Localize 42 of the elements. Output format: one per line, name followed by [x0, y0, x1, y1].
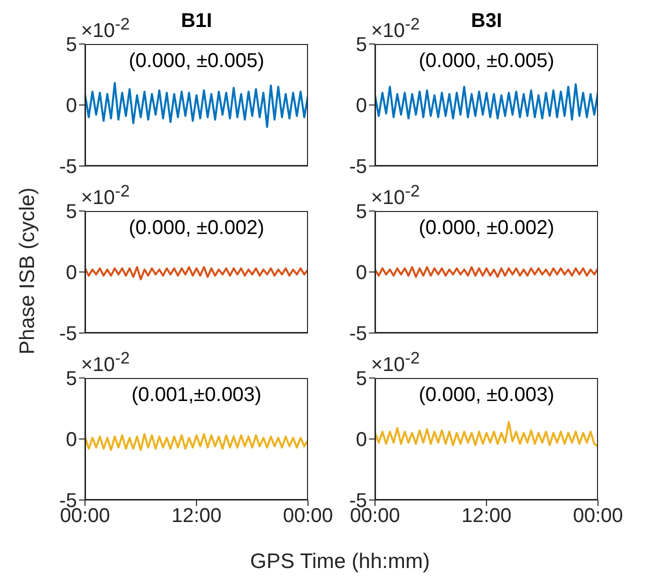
chart-title: B3I	[470, 10, 502, 32]
line-series	[375, 83, 598, 121]
y-axis-title: Phase ISB (cycle)	[16, 186, 40, 356]
line-series	[85, 82, 308, 128]
x-axis-title: GPS Time (hh:mm)	[249, 550, 431, 574]
line-series	[85, 266, 308, 280]
x-tick-label: 00:00	[572, 505, 624, 528]
y-tick-label: 0	[66, 262, 77, 284]
y-tick-label: -5	[349, 323, 367, 346]
text: ×10$^{-2}$	[371, 14, 420, 42]
text: ×10$^{-2}$	[371, 181, 420, 209]
x-tick-label: 12:00	[171, 505, 222, 528]
annotation: (0.000, ±0.002)	[418, 217, 554, 239]
y-tick-label: 5	[356, 368, 367, 390]
y-tick-label: 0	[66, 95, 77, 118]
y-tick-label: 0	[356, 262, 367, 284]
y-tick-label: -5	[59, 323, 77, 346]
text: ×10$^{-2}$	[81, 14, 130, 42]
x-tick-label: 12:00	[461, 505, 512, 528]
y-tick-label: 5	[66, 34, 77, 56]
y-tick-label: 5	[66, 368, 77, 390]
y-tick-label: 0	[66, 429, 77, 452]
y-tick-label: 5	[66, 201, 77, 224]
y-tick-label: 5	[356, 34, 367, 56]
annotation: (0.000, ±0.005)	[128, 50, 264, 72]
text: ×10$^{-2}$	[81, 348, 130, 376]
y-tick-label: 0	[356, 95, 367, 118]
annotation: (0.001,±0.003)	[132, 384, 262, 406]
annotation: (0.000, ±0.002)	[128, 217, 264, 239]
line-series	[375, 420, 598, 448]
annotation: (0.000, ±0.005)	[418, 50, 554, 72]
y-tick-label: 0	[356, 429, 367, 452]
text: ×10$^{-2}$	[81, 181, 130, 209]
y-tick-label: -5	[349, 156, 367, 178]
chart-title: B1I	[180, 10, 212, 32]
x-tick-label: 00:00	[282, 505, 334, 528]
y-tick-label: -5	[59, 156, 77, 178]
line-series	[375, 266, 598, 278]
y-tick-label: 5	[356, 201, 367, 224]
annotation: (0.000, ±0.003)	[418, 384, 554, 406]
text: ×10$^{-2}$	[371, 348, 420, 376]
line-series	[85, 433, 308, 451]
